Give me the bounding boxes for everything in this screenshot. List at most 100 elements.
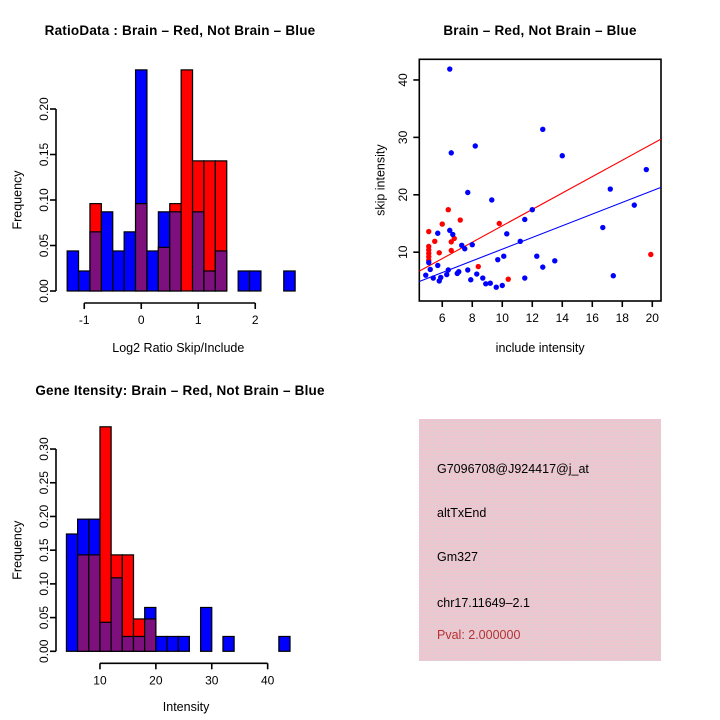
histogram-bar xyxy=(123,231,137,292)
scatter-point-blue xyxy=(493,284,499,290)
gene-histogram-panel: Gene Itensity: Brain – Red, Not Brain – … xyxy=(0,360,360,720)
x-axis-tick-label: 30 xyxy=(205,673,219,687)
histogram-bar xyxy=(199,606,213,652)
gene-histogram-title: Gene Itensity: Brain – Red, Not Brain – … xyxy=(35,383,325,398)
histogram-bar-overlap xyxy=(144,618,157,652)
scatter-point-blue xyxy=(426,259,432,266)
histogram-bar-overlap xyxy=(99,621,112,652)
scatter-point-blue xyxy=(450,231,456,238)
scatter-point-blue xyxy=(495,256,501,263)
scatter-point-blue xyxy=(552,258,558,264)
scatter-point-blue xyxy=(540,264,546,270)
histogram-bar-overlap xyxy=(121,635,135,652)
histogram-bar xyxy=(66,250,80,292)
scatter-point-blue xyxy=(529,207,535,213)
y-axis-tick-label: 0.05 xyxy=(37,606,51,630)
scatter-point-blue xyxy=(448,150,454,156)
histogram-bar-overlap xyxy=(134,203,148,292)
scatter-point-blue xyxy=(435,230,441,236)
histogram-bar xyxy=(155,635,168,652)
scatter-point-blue xyxy=(631,202,637,208)
y-axis-title: Frequency xyxy=(10,170,24,230)
scatter-point-blue xyxy=(427,266,433,273)
x-axis-tick-label: 18 xyxy=(616,311,630,325)
scatter-point-blue xyxy=(522,275,528,281)
scatter-point-blue xyxy=(447,227,453,234)
scatter-point-blue xyxy=(517,238,523,244)
x-axis-tick-label: 6 xyxy=(439,311,446,325)
red-fit-line xyxy=(419,138,662,272)
histogram-bar xyxy=(283,270,296,292)
scatter-point-red xyxy=(648,251,654,258)
x-axis-tick-label: 20 xyxy=(149,673,163,687)
y-axis-tick-label: 40 xyxy=(396,73,410,87)
x-axis-tick-label: 0 xyxy=(138,313,145,327)
scatter-point-blue xyxy=(465,267,471,273)
histogram-bar-overlap xyxy=(157,246,171,292)
y-axis-tick-label: 0.15 xyxy=(37,538,51,562)
scatter-point-red xyxy=(505,276,511,282)
x-axis-tick-label: 14 xyxy=(556,311,570,325)
scatter-point-red xyxy=(475,263,481,270)
scatter-point-blue xyxy=(462,246,468,252)
scatter-point-blue xyxy=(474,271,480,277)
splice-type-text: altTxEnd xyxy=(437,506,487,520)
y-axis-tick-label: 0.00 xyxy=(37,639,51,663)
scatter-point-blue xyxy=(501,253,507,259)
gene-name-text: Gm327 xyxy=(437,550,478,564)
y-axis-tick-label: 10 xyxy=(396,245,410,259)
blue-fit-line xyxy=(419,186,662,282)
scatter-point-red xyxy=(432,238,438,244)
y-axis-tick-label: 0.25 xyxy=(37,471,51,495)
histogram-bar-overlap xyxy=(214,250,228,292)
x-axis-title: include intensity xyxy=(496,341,586,355)
scatter-point-blue xyxy=(534,253,540,259)
x-axis-tick-label: 1 xyxy=(195,313,202,327)
y-axis-tick-label: 0.05 xyxy=(37,233,51,257)
scatter-point-blue xyxy=(472,143,478,149)
scatter-point-blue xyxy=(487,280,493,286)
y-axis-tick-label: 0.10 xyxy=(37,572,51,596)
scatter-point-blue xyxy=(643,166,649,173)
scatter-point-red xyxy=(426,228,432,235)
x-axis-tick-label: 2 xyxy=(252,313,259,327)
histogram-bar-overlap xyxy=(77,554,90,652)
info-panel: G7096708@J924417@j_at altTxEnd Gm327 chr… xyxy=(360,360,720,720)
histogram-bar xyxy=(237,270,251,292)
histogram-bar-overlap xyxy=(132,635,146,652)
scatter-point-blue xyxy=(610,273,616,279)
scatter-plot: 6 8 10 12 14 16 18 20 10 20 30 40 include intensity s… xyxy=(373,58,662,355)
scatter-point-blue xyxy=(435,262,441,269)
scatter-point-blue xyxy=(447,66,453,72)
scatter-point-blue xyxy=(559,153,565,159)
scatter-point-blue xyxy=(489,197,495,203)
scatter-point-blue xyxy=(423,272,429,278)
histogram-bar xyxy=(177,635,191,652)
y-axis-tick-label: 0.15 xyxy=(37,143,51,167)
scatter-point-red xyxy=(496,220,502,227)
scatter-point-blue xyxy=(499,282,505,289)
histogram-bar-overlap xyxy=(89,231,102,292)
y-axis-tick-label: 20 xyxy=(396,188,410,202)
histogram-bar xyxy=(146,250,159,292)
histogram-bar xyxy=(99,426,112,652)
x-axis-tick-label: 20 xyxy=(646,311,660,325)
histogram-bar-overlap xyxy=(203,270,216,292)
histogram-bar xyxy=(100,211,114,292)
probe-id-text: G7096708@J924417@j_at xyxy=(437,462,589,476)
histogram-bar-overlap xyxy=(88,554,101,652)
plot-box xyxy=(418,58,662,302)
histogram-bar-overlap xyxy=(169,211,182,292)
scatter-point-blue xyxy=(600,224,606,231)
scatter-point-blue xyxy=(607,186,613,192)
scatter-point-blue xyxy=(483,281,489,287)
histogram-bar xyxy=(77,270,91,292)
histogram-bar xyxy=(180,69,194,292)
histogram-bar xyxy=(112,250,125,292)
histogram-bar xyxy=(222,635,235,652)
scatter-point-blue xyxy=(430,275,436,281)
x-axis-tick-label: 16 xyxy=(586,311,600,325)
scatter-point-blue xyxy=(456,269,462,275)
scatter-panel: Brain – Red, Not Brain – Blue 6 8 10 12 14 16… xyxy=(360,0,720,360)
y-axis-tick-label: 0.20 xyxy=(37,504,51,528)
